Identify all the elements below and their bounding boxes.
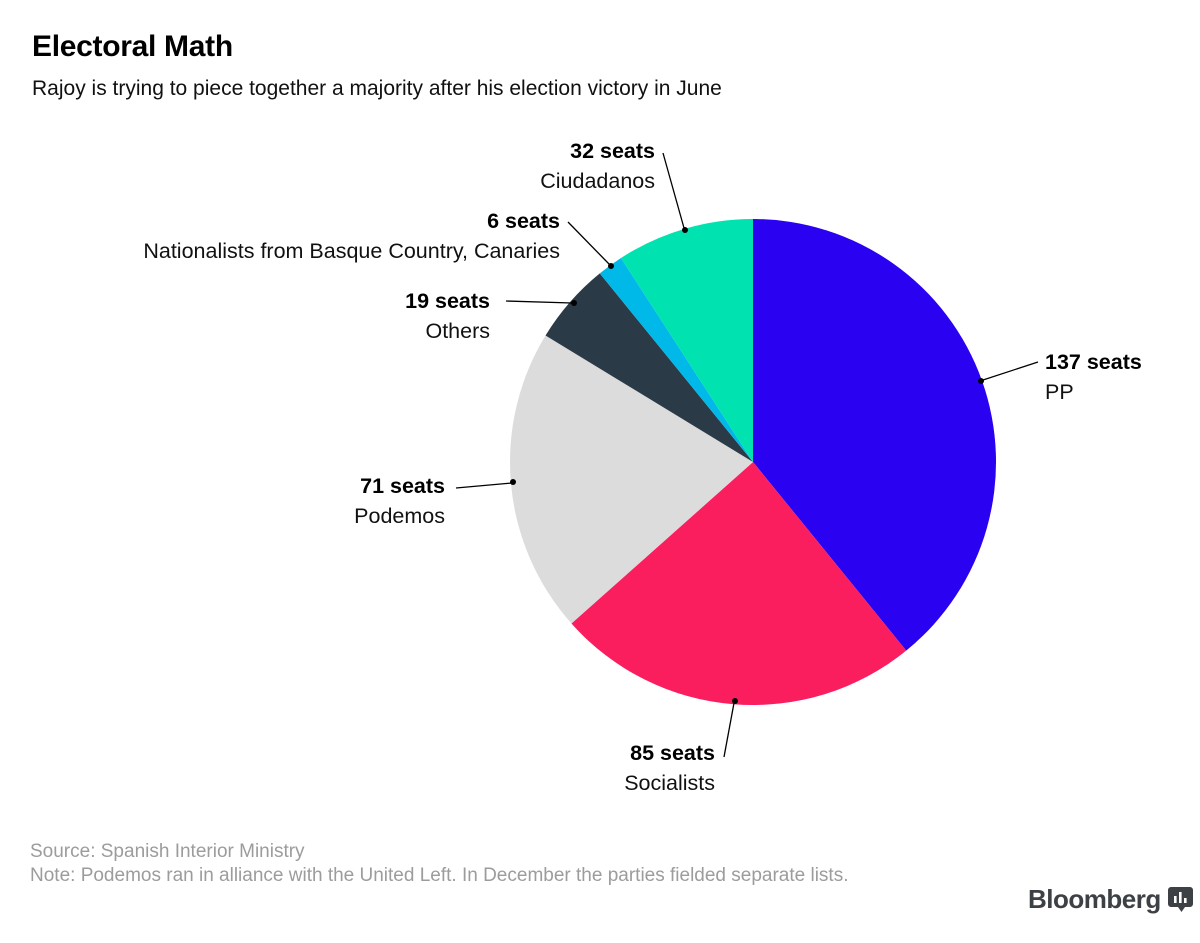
callout-socialists-value: 85 seats	[630, 741, 715, 765]
callout-socialists-name: Socialists	[624, 771, 715, 795]
note-line: Note: Podemos ran in alliance with the U…	[30, 865, 849, 886]
leader-nationalists	[567, 221, 614, 269]
leader-pp	[978, 361, 1039, 384]
callout-podemos-name: Podemos	[354, 504, 445, 528]
pie-slice-others	[545, 273, 753, 462]
callout-ciudadanos-name: Ciudadanos	[540, 169, 655, 193]
pie-slice-podemos	[509, 335, 753, 624]
callout-pp: 137 seats PP	[1045, 347, 1142, 407]
pie-slices	[509, 218, 997, 706]
callout-podemos: 71 seats Podemos	[354, 471, 445, 531]
pie-slice-ciudadanos	[620, 219, 753, 462]
callout-others: 19 seats Others	[405, 286, 490, 346]
leader-lines	[455, 152, 1039, 758]
callout-podemos-value: 71 seats	[360, 474, 445, 498]
source-line: Source: Spanish Interior Ministry	[30, 841, 305, 862]
callout-nationalists: 6 seats Nationalists from Basque Country…	[143, 206, 560, 266]
callout-nationalists-name: Nationalists from Basque Country, Canari…	[143, 239, 560, 263]
callout-ciudadanos-value: 32 seats	[570, 139, 655, 163]
bloomberg-wordmark: Bloomberg	[1028, 884, 1161, 914]
bloomberg-logo: Bloomberg	[1028, 884, 1193, 915]
footer: Source: Spanish Interior Ministry Note: …	[30, 840, 849, 888]
leader-podemos	[455, 479, 516, 489]
leader-ciudadanos	[662, 152, 688, 233]
callout-others-name: Others	[425, 319, 490, 343]
chart-subtitle: Rajoy is trying to piece together a majo…	[32, 77, 722, 100]
chart-title: Electoral Math	[32, 30, 233, 63]
callout-others-value: 19 seats	[405, 289, 490, 313]
leader-socialists	[723, 698, 738, 758]
bloomberg-chart-icon	[1167, 887, 1193, 912]
pie-slice-nationalists	[599, 258, 753, 462]
pie-slice-pp	[753, 218, 997, 651]
pie-slice-socialists	[571, 462, 907, 706]
callout-pp-value: 137 seats	[1045, 350, 1142, 374]
callout-pp-name: PP	[1045, 380, 1074, 404]
callout-ciudadanos: 32 seats Ciudadanos	[540, 136, 655, 196]
callout-nationalists-value: 6 seats	[487, 209, 560, 233]
leader-others	[505, 300, 577, 306]
callout-socialists: 85 seats Socialists	[624, 738, 715, 798]
